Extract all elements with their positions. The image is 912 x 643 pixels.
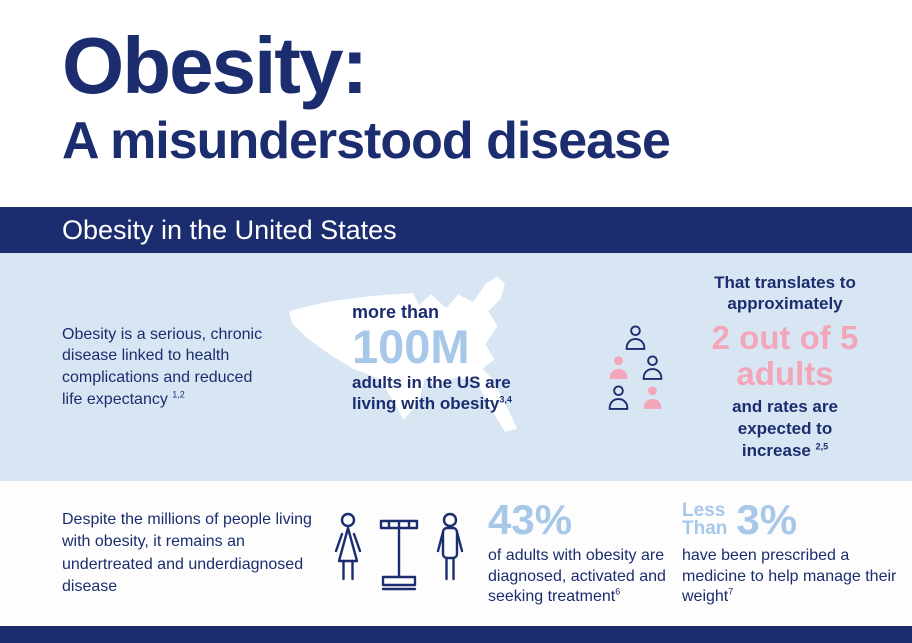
- ratio-stat-lead: That translates to approximately: [714, 272, 856, 314]
- prescribed-stat-lead: Less Than: [682, 500, 728, 540]
- prescribed-stat-head: Less Than 3%: [682, 499, 900, 541]
- footer-bar: [0, 626, 912, 643]
- ratio-stat-refs: 2,5: [815, 441, 829, 452]
- prescribed-stat-value: 3%: [736, 496, 798, 544]
- us-intro-refs: 1,2: [172, 389, 185, 400]
- map-stat-caption: adults in the US are living with obesity…: [352, 373, 530, 414]
- diagnosed-stat-refs: 6: [615, 586, 621, 597]
- people-icons-row: [606, 384, 665, 411]
- page-title: Obesity:: [62, 21, 368, 110]
- figures-icons-group: [330, 511, 468, 597]
- person-icon-pink: [643, 385, 661, 409]
- ratio-stat-unit: adults: [736, 354, 834, 392]
- scale-icon: [379, 519, 419, 590]
- page-subtitle: A misunderstood disease: [62, 112, 671, 170]
- people-icons-group: [592, 324, 678, 411]
- us-map-stat: more than 100M adults in the US are livi…: [280, 264, 582, 470]
- person-icon: [608, 384, 628, 410]
- people-icons-row: [606, 354, 665, 381]
- map-stat-lead: more than: [352, 302, 440, 322]
- prescribed-stat-caption: have been prescribed a medicine to help …: [682, 546, 900, 607]
- map-stat-value: 100M: [352, 320, 470, 373]
- us-intro-text: Obesity is a serious, chronic disease li…: [62, 324, 270, 410]
- us-intro-copy: Obesity is a serious, chronic disease li…: [62, 325, 263, 408]
- us-obesity-section: Obesity is a serious, chronic disease li…: [0, 253, 912, 481]
- map-stat-refs: 3,4: [499, 394, 512, 405]
- prescribed-stat-refs: 7: [728, 586, 734, 597]
- diagnosed-stat-caption-text: of adults with obesity are diagnosed, ac…: [488, 547, 666, 606]
- ratio-stat-tail-text: and rates are expected to increase: [732, 396, 838, 460]
- diagnosed-stat-caption: of adults with obesity are diagnosed, ac…: [488, 546, 670, 607]
- ratio-stat-tail: and rates are expected to increase 2,5: [709, 396, 861, 462]
- ratio-stat: That translates to approximately 2 out o…: [684, 272, 886, 462]
- treatment-intro-text: Despite the millions of people living wi…: [62, 510, 312, 595]
- man-icon: [436, 512, 464, 580]
- prescribed-stat: Less Than 3% have been prescribed a medi…: [682, 499, 900, 607]
- prescribed-stat-lead-line2: Than: [682, 518, 728, 540]
- prescribed-stat-lead-line1: Less: [682, 500, 726, 522]
- ratio-stat-value: 2 out of 5: [711, 319, 859, 357]
- person-icon-pink: [609, 355, 627, 379]
- section-banner: Obesity in the United States: [0, 207, 912, 253]
- person-icon: [625, 324, 645, 350]
- treatment-section: Despite the millions of people living wi…: [0, 481, 912, 626]
- map-stat-text: more than 100M adults in the US are livi…: [352, 302, 530, 414]
- prescribed-stat-caption-text: have been prescribed a medicine to help …: [682, 547, 897, 606]
- map-stat-caption-text: adults in the US are living with obesity: [352, 372, 511, 413]
- section-banner-label: Obesity in the United States: [62, 214, 397, 245]
- us-map-icon: [289, 276, 518, 432]
- diagnosed-stat: 43% of adults with obesity are diagnosed…: [488, 499, 670, 607]
- woman-icon: [334, 512, 362, 580]
- person-icon: [642, 354, 662, 380]
- diagnosed-stat-value: 43%: [488, 496, 573, 544]
- header: Obesity: A misunderstood disease: [0, 0, 912, 207]
- people-icons-row: [623, 324, 648, 351]
